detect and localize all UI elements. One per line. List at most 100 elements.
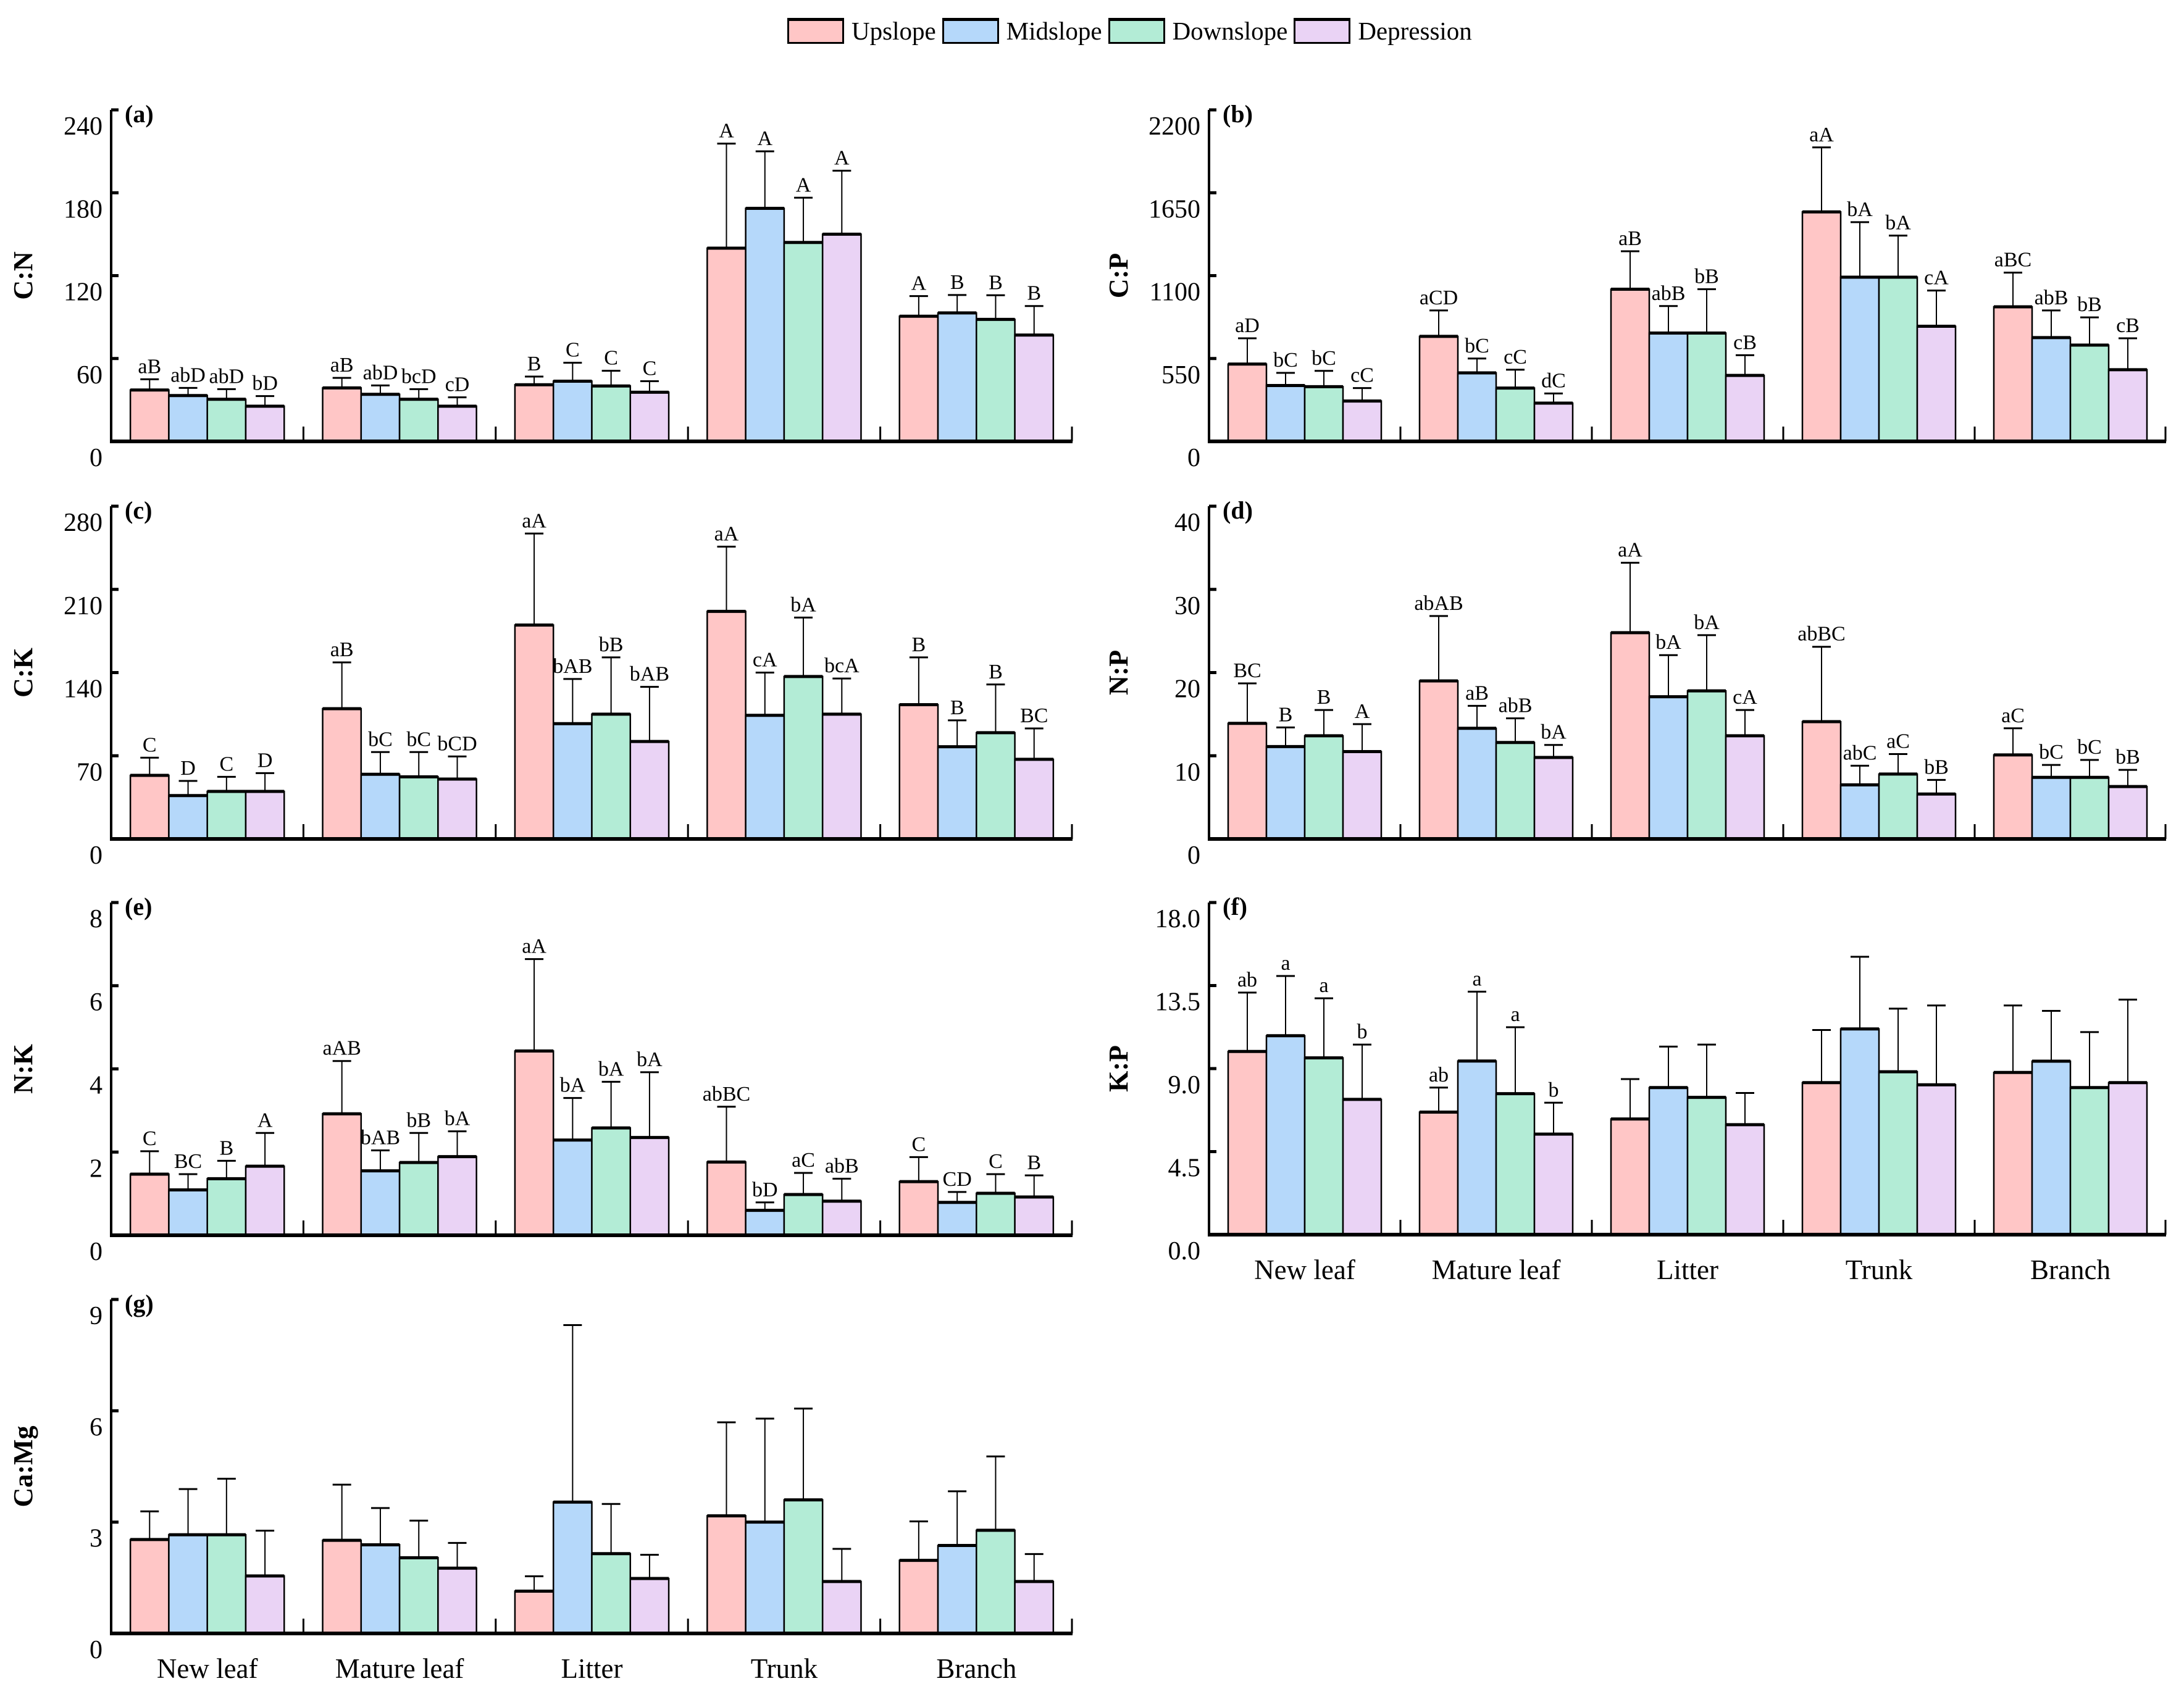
bar-upslope bbox=[1801, 211, 1842, 443]
bar-depression bbox=[437, 1156, 477, 1237]
bar-midslope bbox=[745, 1209, 785, 1237]
bar-upslope bbox=[1227, 363, 1268, 443]
bar-midslope bbox=[1648, 696, 1689, 840]
significance-letter: B bbox=[527, 352, 542, 375]
y-tick-label: 8 bbox=[90, 905, 103, 933]
significance-letter: A bbox=[834, 146, 850, 169]
significance-letter: bCD bbox=[437, 732, 477, 755]
legend: Upslope Midslope Downslope Depression bbox=[787, 14, 1478, 48]
panel-label: (e) bbox=[125, 893, 152, 920]
significance-letter: aAB bbox=[323, 1037, 361, 1060]
bar-downslope bbox=[206, 1533, 247, 1635]
significance-letter: abB bbox=[2035, 286, 2069, 309]
bar-midslope bbox=[1265, 746, 1306, 840]
bar-downslope bbox=[206, 790, 247, 840]
bar-midslope bbox=[1457, 372, 1497, 443]
significance-letter: a bbox=[1510, 1003, 1520, 1026]
bar-depression bbox=[1014, 334, 1055, 443]
bar-midslope bbox=[168, 1189, 208, 1237]
significance-letter: dC bbox=[1541, 369, 1566, 392]
significance-letter: aD bbox=[1235, 314, 1260, 337]
bar-depression bbox=[821, 233, 862, 443]
bar-upslope bbox=[322, 1539, 362, 1635]
bar-midslope bbox=[1457, 727, 1497, 840]
significance-letter: BC bbox=[1233, 659, 1261, 682]
bar-downslope bbox=[1878, 1070, 1918, 1236]
bar-downslope bbox=[976, 319, 1016, 443]
bar-downslope bbox=[2069, 344, 2110, 443]
significance-letter: ab bbox=[1429, 1064, 1449, 1086]
y-tick-label: 40 bbox=[1174, 509, 1200, 537]
significance-letter: A bbox=[796, 173, 811, 196]
bar-depression bbox=[629, 391, 670, 443]
panel-label: (f) bbox=[1223, 893, 1247, 920]
bar-upslope bbox=[1610, 288, 1651, 443]
bar-depression bbox=[1725, 1124, 1765, 1236]
y-tick-label: 210 bbox=[64, 592, 103, 620]
bar-upslope bbox=[322, 1113, 362, 1237]
legend-item-downslope: Downslope bbox=[1108, 16, 1287, 46]
significance-letter: cC bbox=[1504, 346, 1527, 369]
legend-swatch-downslope bbox=[1108, 18, 1165, 44]
bar-downslope bbox=[1686, 1096, 1727, 1236]
y-tick-label: 18.0 bbox=[1155, 905, 1201, 933]
significance-letter: a bbox=[1472, 967, 1481, 990]
bar-upslope bbox=[1801, 1082, 1842, 1236]
y-axis-title: K:P bbox=[1103, 1045, 1134, 1092]
significance-letter: bcA bbox=[824, 654, 860, 677]
significance-letter: bA bbox=[560, 1074, 586, 1097]
bar-depression bbox=[1533, 1133, 1574, 1236]
significance-letter: aB bbox=[1465, 682, 1489, 704]
bar-midslope bbox=[1265, 1035, 1306, 1236]
bar-midslope bbox=[2031, 336, 2072, 443]
significance-letter: B bbox=[1027, 282, 1041, 305]
significance-letter: B bbox=[912, 633, 926, 656]
bar-midslope bbox=[360, 774, 401, 840]
significance-letter: aA bbox=[522, 509, 546, 532]
bar-upslope bbox=[1227, 722, 1268, 840]
bar-downslope bbox=[2069, 777, 2110, 840]
y-axis-title: N:P bbox=[1103, 650, 1134, 695]
bar-downslope bbox=[976, 1192, 1016, 1237]
significance-letter: bA bbox=[1847, 198, 1873, 221]
bar-depression bbox=[1916, 1084, 1957, 1236]
bar-midslope bbox=[937, 746, 977, 840]
x-category-label: Trunk bbox=[1846, 1254, 1913, 1285]
bar-midslope bbox=[1839, 276, 1880, 443]
significance-letter: A bbox=[257, 1109, 273, 1132]
legend-item-midslope: Midslope bbox=[942, 16, 1102, 46]
bar-depression bbox=[1014, 758, 1055, 840]
bar-upslope bbox=[1418, 335, 1459, 443]
y-axis-title: C:K bbox=[8, 648, 38, 698]
bar-upslope bbox=[898, 1559, 939, 1635]
bar-midslope bbox=[1839, 1028, 1880, 1236]
bar-depression bbox=[1014, 1580, 1055, 1635]
bar-midslope bbox=[168, 794, 208, 840]
bar-downslope bbox=[398, 1557, 439, 1635]
significance-letter: bC bbox=[1312, 347, 1336, 370]
y-tick-label: 1650 bbox=[1148, 195, 1200, 223]
significance-letter: bC bbox=[406, 728, 431, 751]
bar-downslope bbox=[1495, 387, 1536, 443]
significance-letter: aA bbox=[1809, 123, 1834, 146]
significance-letter: abAB bbox=[1414, 592, 1463, 615]
bar-upslope bbox=[898, 315, 939, 443]
significance-letter: cB bbox=[2116, 314, 2140, 337]
bar-midslope bbox=[1457, 1060, 1497, 1236]
significance-letter: bA bbox=[1655, 631, 1681, 654]
significance-letter: cC bbox=[1350, 364, 1374, 387]
significance-letter: bAB bbox=[630, 663, 669, 686]
legend-item-depression: Depression bbox=[1294, 16, 1472, 46]
significance-letter: B bbox=[950, 696, 964, 719]
significance-letter: A bbox=[719, 120, 734, 143]
significance-letter: bC bbox=[368, 728, 393, 751]
bar-midslope bbox=[360, 393, 401, 443]
bar-upslope bbox=[322, 387, 362, 443]
bar-upslope bbox=[129, 1538, 170, 1635]
significance-letter: bA bbox=[598, 1057, 624, 1080]
bar-depression bbox=[629, 1136, 670, 1237]
bar-depression bbox=[1533, 756, 1574, 840]
significance-letter: BC bbox=[174, 1150, 202, 1173]
significance-letter: bC bbox=[1273, 349, 1298, 372]
